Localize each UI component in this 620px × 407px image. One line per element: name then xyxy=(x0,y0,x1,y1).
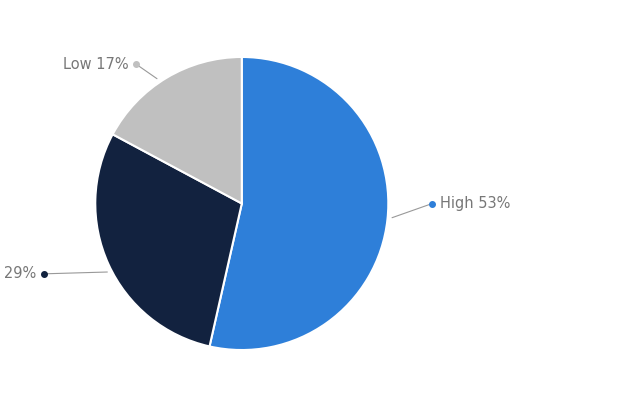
Wedge shape xyxy=(210,57,388,350)
Text: Low 17%: Low 17% xyxy=(63,57,129,72)
Wedge shape xyxy=(95,134,242,346)
Text: Middle 29%: Middle 29% xyxy=(0,266,37,281)
Text: High 53%: High 53% xyxy=(440,196,510,211)
Wedge shape xyxy=(113,57,242,204)
